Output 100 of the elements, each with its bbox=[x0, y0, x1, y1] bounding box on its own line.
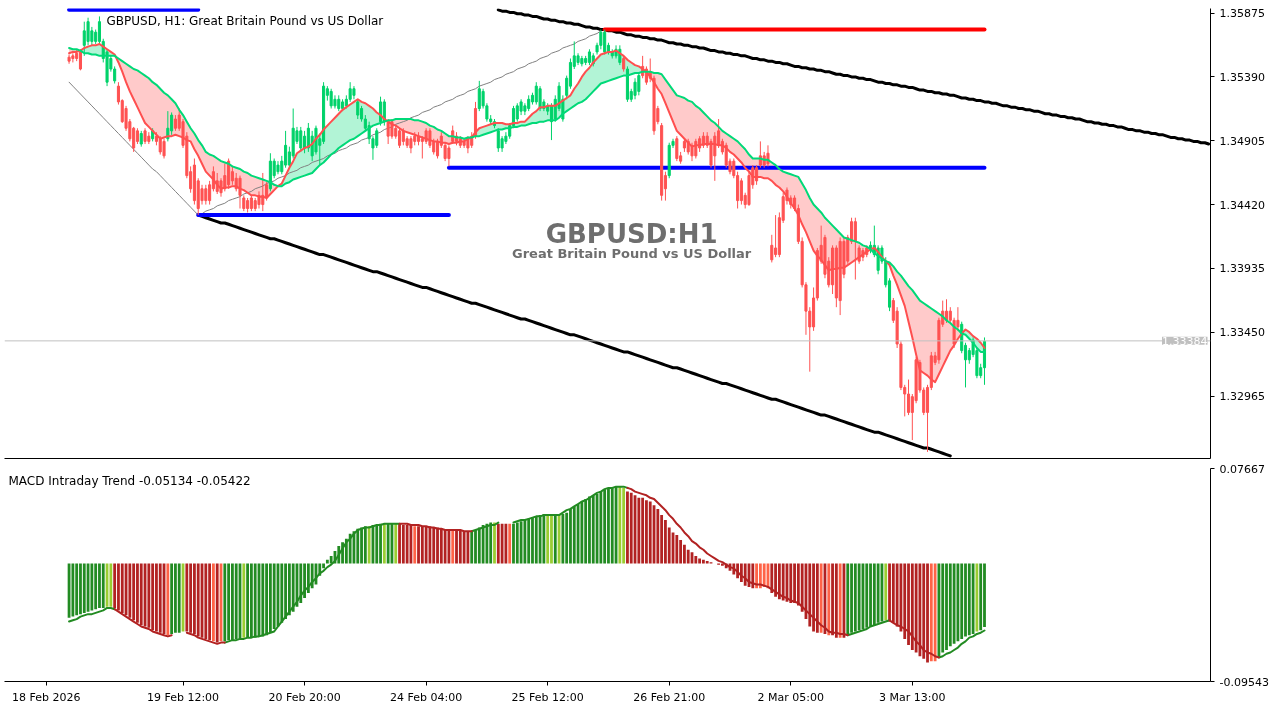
y-tick-label: 1.33935 bbox=[1219, 262, 1265, 276]
bar bbox=[865, 563, 869, 628]
bar bbox=[177, 563, 181, 633]
bar bbox=[876, 563, 880, 623]
candlestick bbox=[477, 80, 481, 112]
bar bbox=[348, 533, 352, 564]
candlestick bbox=[265, 181, 269, 202]
bar bbox=[872, 563, 876, 626]
bar bbox=[98, 563, 101, 608]
y-tick-label: 0.07667 bbox=[1219, 462, 1265, 476]
candlestick bbox=[496, 127, 500, 153]
bar bbox=[90, 563, 94, 611]
bar bbox=[470, 531, 474, 564]
bar bbox=[979, 563, 983, 631]
bar bbox=[565, 512, 569, 564]
bar bbox=[637, 497, 641, 564]
bar bbox=[185, 563, 189, 632]
bar bbox=[527, 518, 531, 564]
bar bbox=[439, 528, 443, 564]
bar bbox=[777, 563, 781, 600]
bar bbox=[755, 563, 758, 589]
x-tick-label: 20 Feb 20:00 bbox=[268, 690, 341, 704]
candlestick bbox=[766, 144, 770, 167]
bar bbox=[648, 501, 652, 564]
bar bbox=[645, 500, 648, 564]
bar bbox=[458, 529, 462, 564]
bar bbox=[743, 563, 747, 586]
bar bbox=[781, 563, 785, 601]
bar bbox=[850, 563, 853, 633]
candlestick bbox=[303, 130, 307, 154]
bar bbox=[272, 563, 276, 629]
bar bbox=[151, 563, 155, 631]
bar bbox=[413, 526, 417, 564]
y-tick-label: -0.09543 bbox=[1219, 675, 1269, 689]
x-tick-label: 26 Feb 21:00 bbox=[633, 690, 706, 704]
bar bbox=[929, 563, 933, 662]
bar bbox=[136, 563, 139, 623]
bar bbox=[550, 513, 553, 564]
candlestick bbox=[71, 52, 75, 63]
bar bbox=[686, 549, 690, 564]
bar bbox=[310, 563, 314, 589]
bar bbox=[762, 563, 766, 587]
bar bbox=[584, 499, 588, 564]
bar bbox=[204, 563, 208, 639]
bar bbox=[895, 563, 899, 627]
bar bbox=[82, 563, 86, 613]
candlestick bbox=[82, 21, 86, 57]
candlestick bbox=[774, 214, 778, 258]
bar bbox=[952, 563, 956, 644]
x-tick-label: 24 Feb 04:00 bbox=[390, 690, 463, 704]
bar bbox=[287, 563, 291, 616]
bar bbox=[656, 508, 660, 564]
bar bbox=[702, 559, 705, 564]
bar bbox=[815, 563, 819, 633]
bar bbox=[249, 563, 253, 638]
text: MACD Intraday Trend -0.05134 -0.05422 bbox=[8, 473, 251, 488]
bar bbox=[679, 539, 683, 564]
bar bbox=[591, 495, 595, 564]
bar bbox=[147, 563, 151, 628]
bar bbox=[964, 563, 967, 637]
bar bbox=[223, 563, 227, 642]
bar bbox=[774, 563, 777, 597]
bar bbox=[117, 563, 120, 611]
bar bbox=[474, 529, 477, 564]
bar bbox=[299, 563, 303, 603]
bar bbox=[382, 523, 386, 564]
bar bbox=[819, 563, 823, 633]
bar bbox=[523, 520, 527, 564]
bar bbox=[71, 563, 75, 617]
bar bbox=[508, 523, 512, 564]
bar bbox=[420, 526, 424, 564]
candlestick bbox=[204, 184, 208, 206]
candlestick bbox=[633, 77, 637, 100]
bar bbox=[569, 508, 572, 564]
bar bbox=[94, 563, 98, 610]
bar bbox=[512, 523, 515, 564]
bar bbox=[443, 529, 447, 564]
y-tick-label: 1.34905 bbox=[1219, 134, 1265, 148]
bar bbox=[79, 563, 82, 615]
candlestick bbox=[238, 175, 242, 209]
bar bbox=[268, 563, 272, 633]
bar bbox=[379, 523, 382, 564]
bar bbox=[618, 486, 622, 564]
bar bbox=[515, 522, 519, 564]
bar bbox=[489, 522, 493, 564]
bar bbox=[101, 563, 105, 608]
bar bbox=[732, 563, 736, 575]
bar bbox=[231, 563, 234, 641]
bar bbox=[432, 527, 436, 564]
candlestick bbox=[675, 135, 679, 162]
bar bbox=[417, 526, 420, 564]
bar bbox=[174, 563, 177, 633]
bar bbox=[751, 563, 755, 589]
bar bbox=[960, 563, 964, 639]
x-tick-label: 2 Mar 05:00 bbox=[757, 690, 824, 704]
bar bbox=[386, 523, 390, 564]
bar bbox=[189, 563, 193, 633]
bar bbox=[553, 515, 557, 564]
bar bbox=[891, 563, 895, 623]
bar bbox=[246, 563, 249, 638]
